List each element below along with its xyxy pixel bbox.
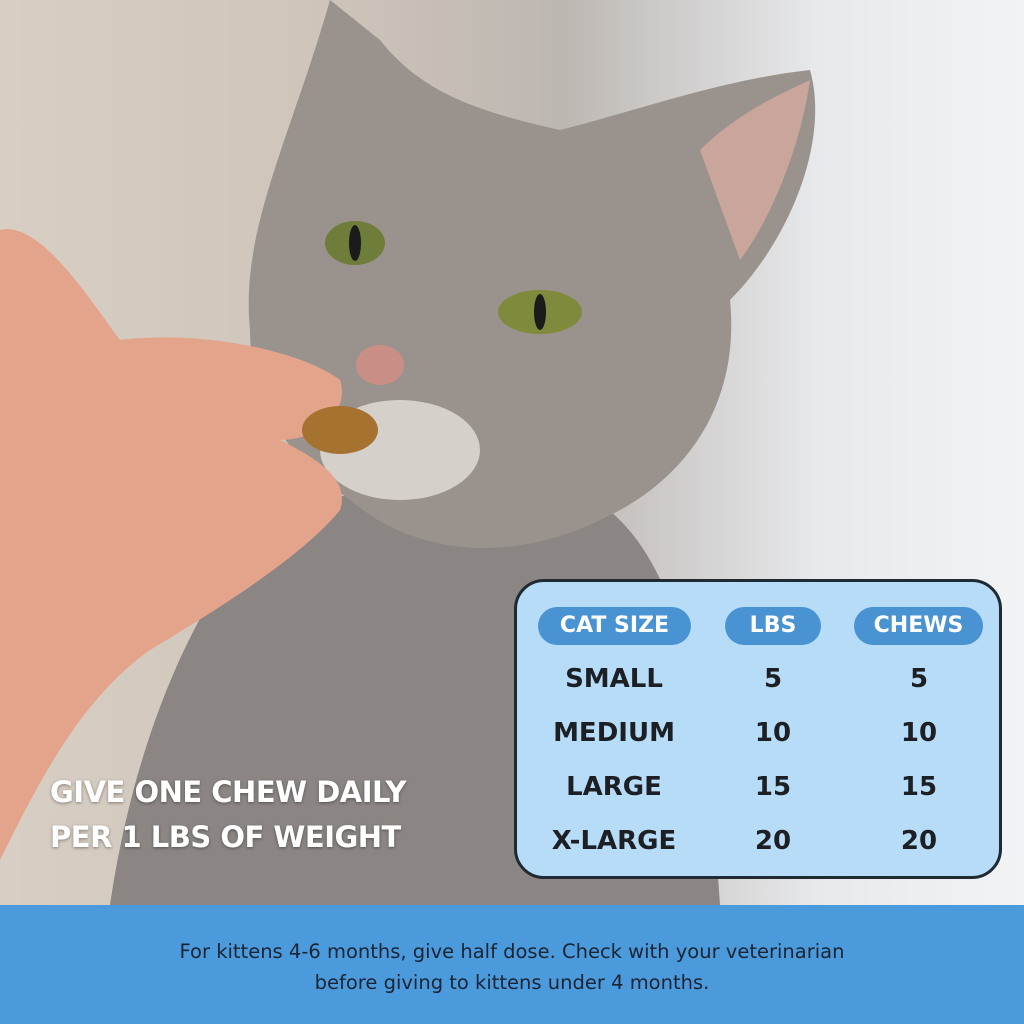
- note-line: For kittens 4-6 months, give half dose. …: [179, 940, 845, 963]
- cell-size: X-LARGE: [551, 826, 677, 856]
- header-cat-size: CAT SIZE: [538, 607, 691, 645]
- cell-size: LARGE: [566, 772, 662, 802]
- treat: [302, 406, 378, 454]
- tagline-line: GIVE ONE CHEW DAILY: [50, 775, 407, 809]
- cell-lbs: 10: [754, 718, 792, 748]
- hand: [0, 229, 342, 860]
- cell-chews: 15: [900, 772, 938, 802]
- cell-lbs: 20: [754, 826, 792, 856]
- note-line: before giving to kittens under 4 months.: [314, 971, 710, 994]
- cat-nose: [356, 345, 404, 385]
- dosage-tagline: GIVE ONE CHEW DAILY PER 1 LBS OF WEIGHT: [50, 770, 407, 860]
- cell-chews: 10: [900, 718, 938, 748]
- tagline-line: PER 1 LBS OF WEIGHT: [50, 820, 401, 854]
- cell-lbs: 5: [763, 664, 783, 694]
- dosage-table: CAT SIZE LBS CHEWS SMALL 5 5 MEDIUM 10 1…: [514, 579, 1002, 879]
- cell-size: MEDIUM: [553, 718, 675, 748]
- kitten-note-banner: For kittens 4-6 months, give half dose. …: [0, 905, 1024, 1024]
- cat-ear-inner: [700, 80, 810, 260]
- header-lbs: LBS: [725, 607, 821, 645]
- header-chews: CHEWS: [854, 607, 983, 645]
- cell-chews: 5: [909, 664, 929, 694]
- cell-lbs: 15: [754, 772, 792, 802]
- cell-size: SMALL: [565, 664, 663, 694]
- cell-chews: 20: [900, 826, 938, 856]
